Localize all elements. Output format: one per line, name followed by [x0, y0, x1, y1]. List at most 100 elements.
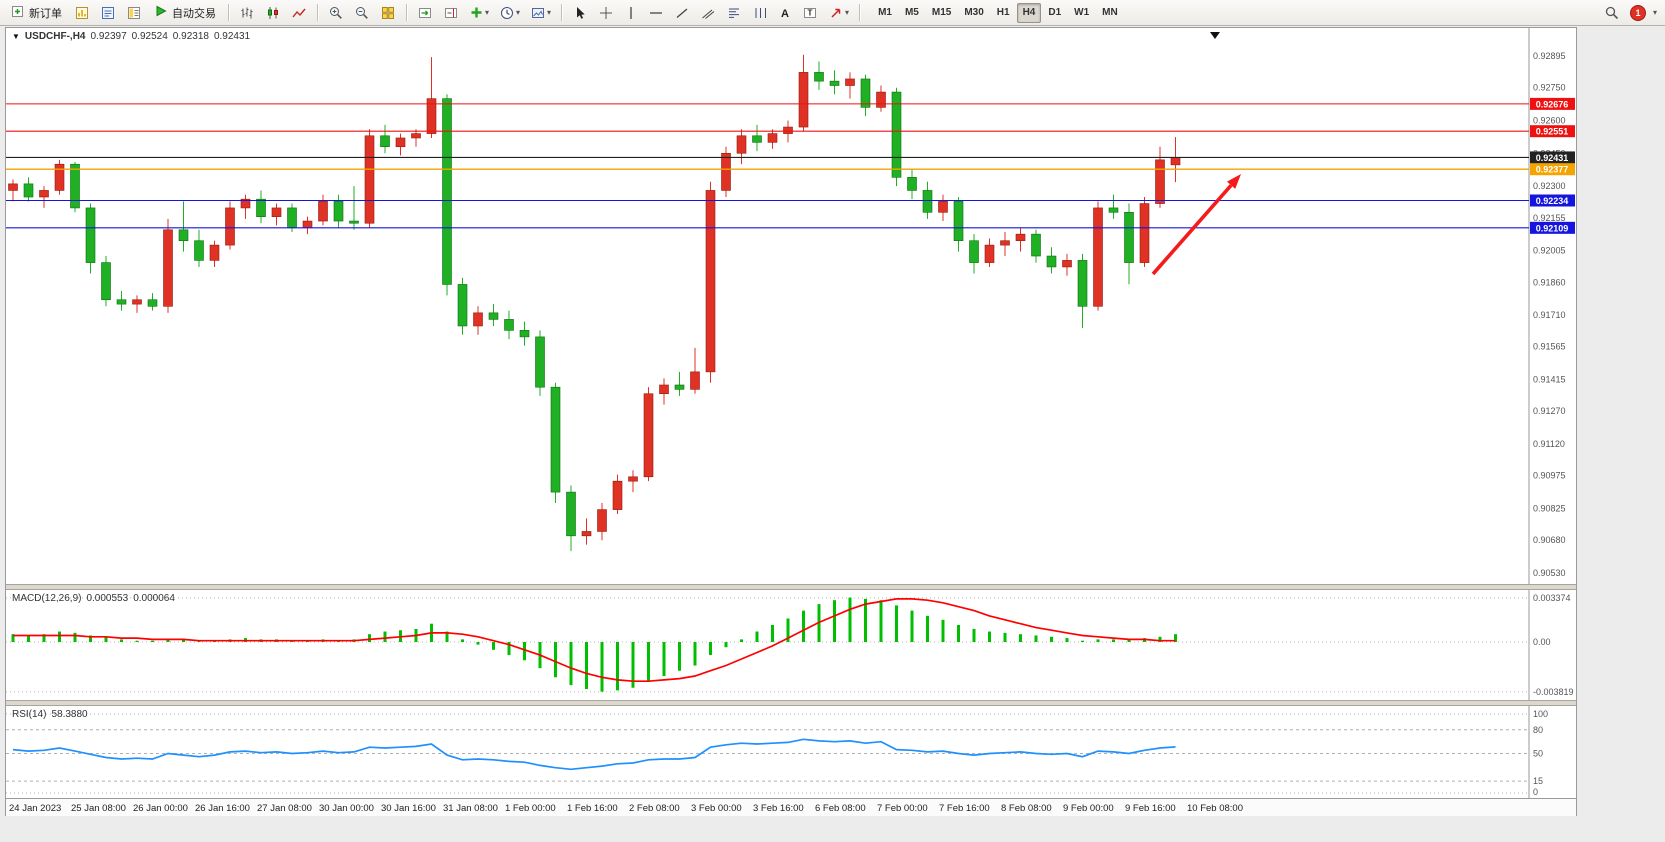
data-window-icon[interactable] [96, 2, 120, 24]
candle [1124, 211, 1134, 263]
candle [147, 299, 158, 307]
price-axis-label: 0.91860 [1533, 277, 1566, 287]
timeframe-M15[interactable]: M15 [931, 7, 952, 18]
price-badge-label: 0.92234 [1536, 196, 1569, 206]
candle [426, 98, 437, 134]
line-chart-icon[interactable] [287, 2, 311, 24]
tile-windows-icon[interactable] [376, 2, 400, 24]
time-label: 26 Jan 16:00 [195, 803, 250, 814]
new-order-button[interactable]: 新订单 [4, 2, 68, 24]
channel-icon[interactable] [696, 2, 720, 24]
zoom-out-icon[interactable] [350, 2, 374, 24]
candle [442, 98, 452, 285]
price-axis-label: 0.91270 [1533, 406, 1566, 416]
candle [519, 330, 530, 338]
timeframe-M30[interactable]: M30 [964, 7, 984, 18]
timeframe-MN[interactable]: MN [1102, 7, 1118, 18]
cycle-lines-icon[interactable] [748, 2, 772, 24]
candle [411, 133, 421, 139]
macd-chart[interactable]: 0.003374 0.00 -0.003819 [6, 590, 1576, 700]
candle [1155, 159, 1165, 204]
statusbar [0, 816, 1665, 842]
time-label: 7 Feb 00:00 [877, 803, 928, 814]
candle [318, 201, 328, 222]
market-watch-icon[interactable] [70, 2, 94, 24]
candle [535, 336, 545, 388]
candle [798, 72, 809, 128]
price-badge-label: 0.92551 [1536, 127, 1569, 137]
rsi-axis-label: 15 [1533, 776, 1543, 786]
candle [1093, 207, 1103, 307]
arrows-icon[interactable]: ▾ [824, 2, 853, 24]
bar-chart-icon[interactable] [235, 2, 259, 24]
trendline-icon[interactable] [670, 2, 694, 24]
candle [178, 229, 189, 242]
periods-icon[interactable]: ▾ [495, 2, 524, 24]
candlestick-chart-icon[interactable] [261, 2, 285, 24]
candle [969, 240, 979, 263]
candle [953, 201, 964, 242]
rsi-panel: 100 80 50 15 0 RSI(14) 58.3880 [6, 706, 1576, 798]
timeframe-W1[interactable]: W1 [1074, 7, 1090, 18]
auto-trading-button[interactable]: 自动交易 [148, 2, 222, 24]
candle [225, 207, 235, 246]
candle [721, 152, 731, 191]
timeframe-H4[interactable]: H4 [1016, 2, 1042, 23]
navigator-icon[interactable] [122, 2, 146, 24]
candle [23, 183, 34, 198]
panel-splitter[interactable] [6, 700, 1576, 706]
macd-axis-label: 0.00 [1533, 637, 1551, 647]
time-label: 30 Jan 00:00 [319, 803, 374, 814]
timeframe-D1[interactable]: D1 [1048, 7, 1062, 18]
time-label: 2 Feb 08:00 [629, 803, 680, 814]
timeframe-M5[interactable]: M5 [904, 7, 919, 18]
price-axis-label: 0.90680 [1533, 535, 1566, 545]
time-label: 31 Jan 08:00 [443, 803, 498, 814]
price-badge-label: 0.92109 [1536, 223, 1569, 233]
text-label-icon[interactable]: T [798, 2, 822, 24]
toolbar-overflow-caret-icon[interactable]: ▾ [1652, 7, 1657, 17]
crosshair-icon[interactable] [594, 2, 618, 24]
timeframe-M1[interactable]: M1 [878, 7, 892, 18]
indicators-caret-icon: ▾ [485, 7, 490, 17]
candle [705, 190, 716, 373]
price-axis-label: 0.92750 [1533, 83, 1566, 93]
chart-shift-icon[interactable] [439, 2, 463, 24]
text-icon[interactable]: A [774, 2, 796, 24]
timeframe-H1[interactable]: H1 [996, 7, 1010, 18]
rsi-chart[interactable]: 100 80 50 150 [6, 706, 1576, 798]
zoom-in-icon[interactable] [324, 2, 348, 24]
time-label: 9 Feb 00:00 [1063, 803, 1114, 814]
time-axis[interactable]: 24 Jan 2023 25 Jan 08:00 26 Jan 00:00 26 Ja… [6, 798, 1576, 816]
cursor-icon[interactable] [568, 2, 592, 24]
time-label: 1 Feb 00:00 [505, 803, 556, 814]
chart-dropdown-icon[interactable]: ▼ [12, 32, 20, 41]
notification-badge[interactable]: 1 [1629, 4, 1646, 21]
search-icon[interactable] [1600, 2, 1624, 24]
templates-icon[interactable]: ▾ [526, 2, 555, 24]
toolbar: 新订单 自动交易 [0, 0, 1665, 26]
candle [302, 220, 313, 228]
time-label: 24 Jan 2023 [9, 803, 62, 814]
panel-splitter[interactable] [6, 584, 1576, 590]
price-axis-label: 0.91415 [1533, 375, 1566, 385]
indicators-add-icon[interactable]: ▾ [465, 2, 493, 24]
price-axis-label: 0.90975 [1533, 471, 1566, 481]
fibonacci-icon[interactable] [722, 2, 746, 24]
new-order-label: 新订单 [29, 7, 62, 20]
candle [504, 319, 514, 331]
main-chart[interactable]: 0.928950.927500.926000.924500.923000.921… [6, 28, 1576, 584]
candle [752, 135, 762, 143]
candle [829, 80, 840, 86]
rsi-axis-label: 80 [1533, 725, 1543, 735]
vertical-line-icon[interactable] [620, 2, 642, 24]
toolbar-separator [406, 4, 407, 21]
chart-shift-marker-icon[interactable] [1210, 32, 1220, 39]
candle [783, 126, 793, 134]
price-axis-label: 0.91120 [1533, 439, 1565, 449]
templates-caret-icon: ▾ [547, 7, 552, 17]
auto-scroll-icon[interactable] [413, 2, 437, 24]
arrow-annotation[interactable] [1151, 184, 1233, 276]
horizontal-line-icon[interactable] [644, 2, 668, 24]
candle [907, 177, 917, 191]
